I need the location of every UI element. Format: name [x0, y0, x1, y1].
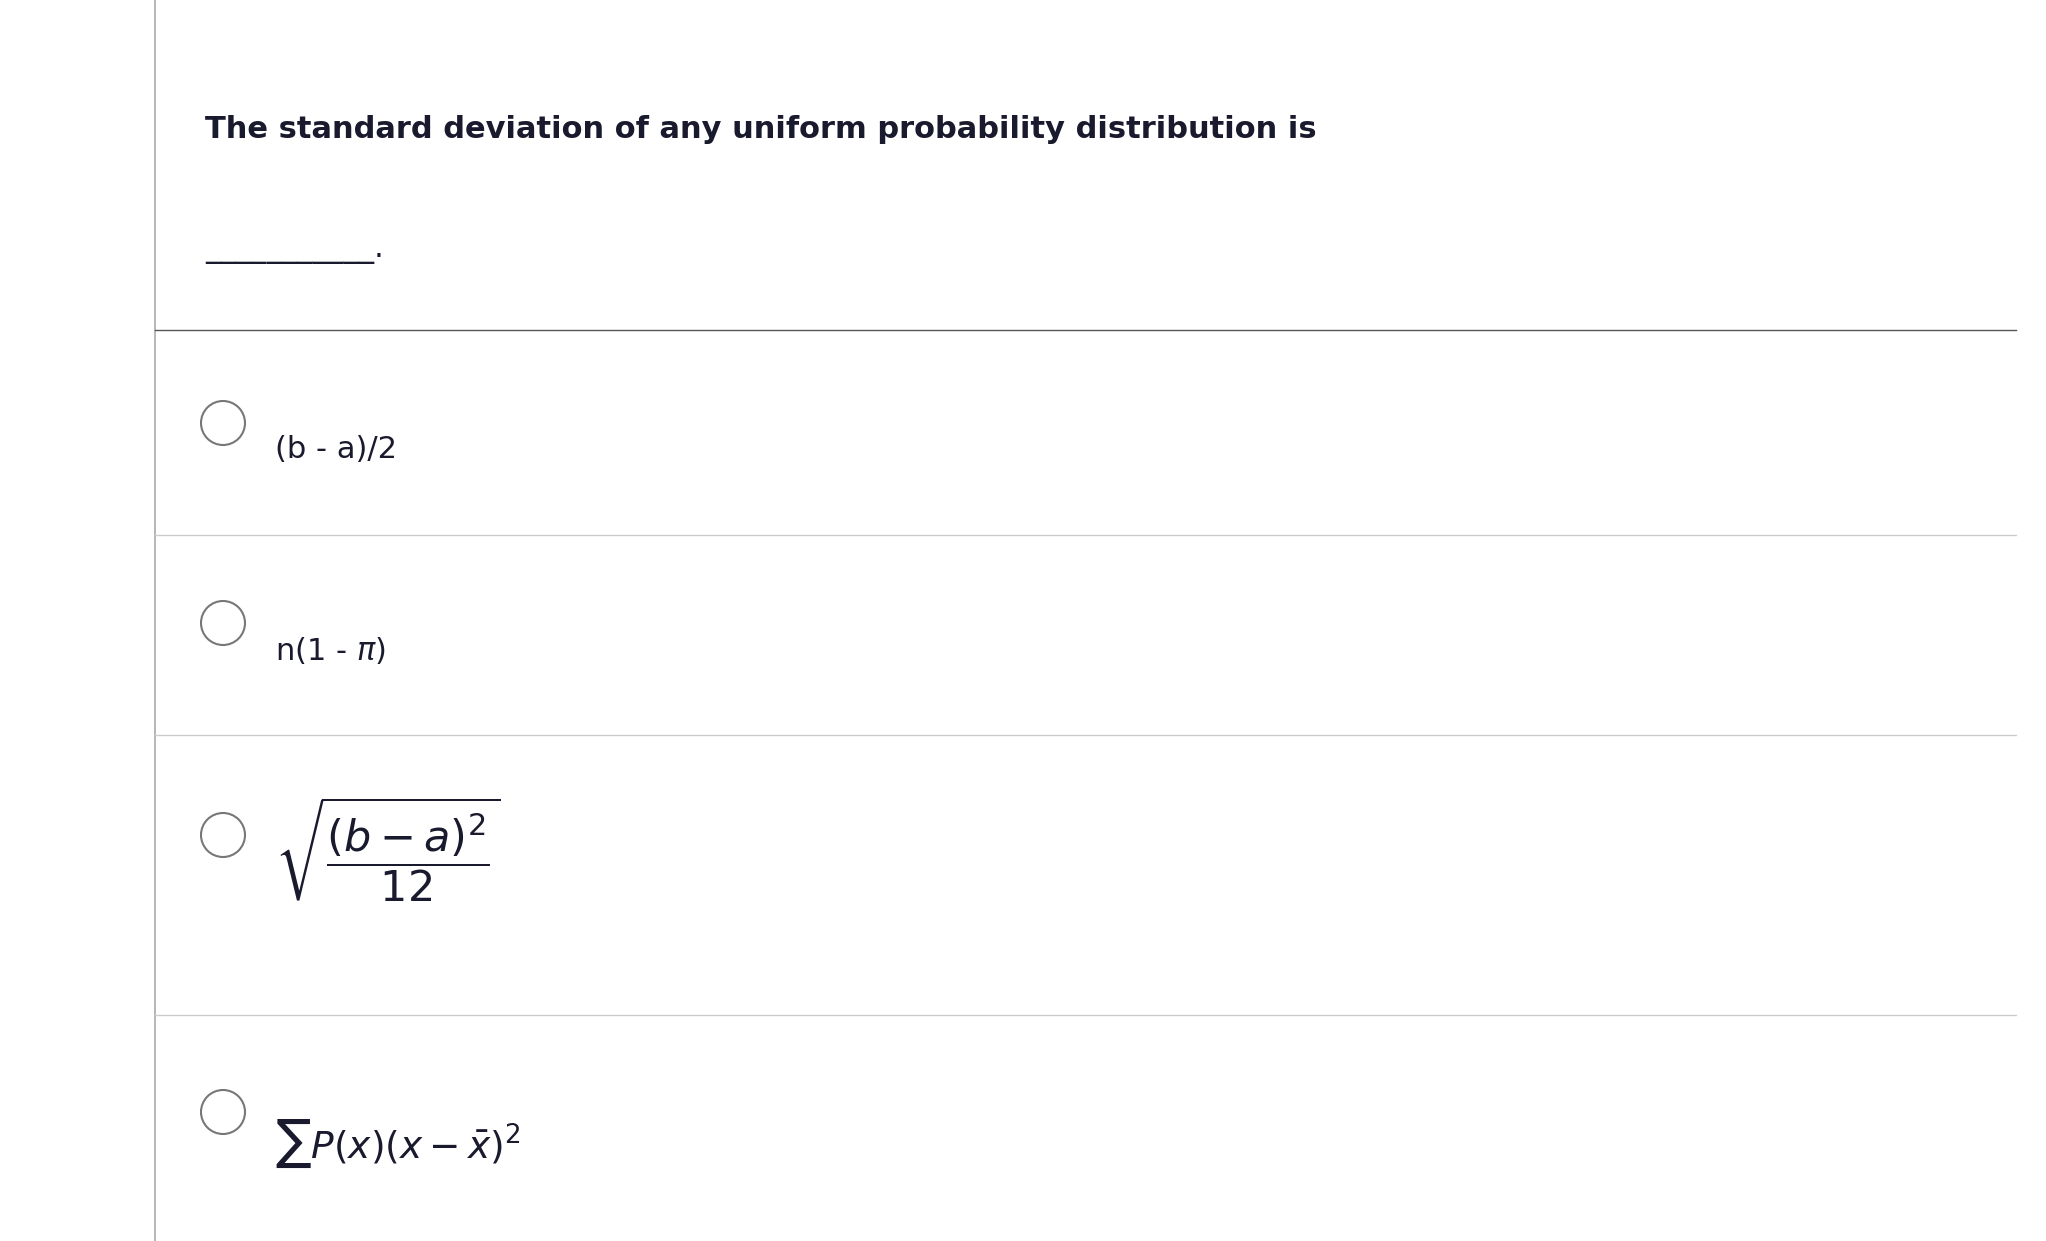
Text: The standard deviation of any uniform probability distribution is: The standard deviation of any uniform pr…	[205, 115, 1318, 144]
Text: ___________.: ___________.	[205, 235, 385, 264]
Text: (b - a)/2: (b - a)/2	[274, 436, 397, 464]
Text: n(1 - $\pi$): n(1 - $\pi$)	[274, 635, 385, 666]
Text: $\sqrt{\dfrac{(b-a)^2}{12}}$: $\sqrt{\dfrac{(b-a)^2}{12}}$	[274, 795, 499, 903]
Text: $\sum P(x)(x - \bar{x})^2$: $\sum P(x)(x - \bar{x})^2$	[274, 1118, 522, 1170]
